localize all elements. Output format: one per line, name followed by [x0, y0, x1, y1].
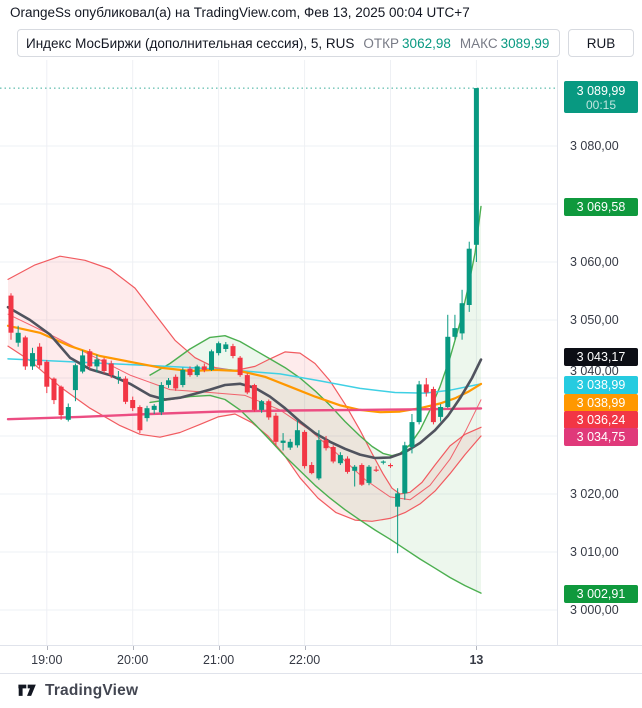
- price-axis[interactable]: 3 080,00 3 060,00 3 050,00 3 040,00 3 020,00…: [557, 60, 642, 645]
- tradingview-brand[interactable]: TradingView: [45, 681, 139, 699]
- current-price-value: 3 089,99: [576, 84, 626, 98]
- time-axis-label: 20:00: [117, 653, 149, 667]
- ohlc-field-value: 3062,98: [402, 35, 451, 51]
- time-axis-tick: [132, 646, 134, 650]
- time-axis-label: 22:00: [288, 653, 321, 667]
- indicator-price-badge: 3 069,58: [564, 198, 638, 216]
- time-axis-tick: [218, 646, 220, 650]
- price-axis-label: 3 010,00: [570, 545, 619, 559]
- chart-pane[interactable]: [0, 60, 557, 645]
- candlestick-chart: [0, 60, 557, 645]
- ohlc-field-label: МИН...: [558, 36, 559, 51]
- time-axis-tick: [304, 646, 306, 650]
- time-axis-label: 13: [469, 653, 484, 667]
- symbol-title: Индекс МосБиржи (дополнительная сессия),…: [26, 35, 355, 51]
- tradingview-logo-icon: [18, 684, 36, 696]
- ohlc-field-value: 3089,99: [500, 35, 550, 51]
- ohlc-field-label: МАКС: [459, 35, 498, 51]
- price-axis-label: 3 080,00: [570, 139, 619, 153]
- indicator-price-badge: 3 043,17: [564, 348, 638, 366]
- price-axis-label: 3 050,00: [570, 313, 619, 327]
- symbol-legend[interactable]: Индекс МосБиржи (дополнительная сессия),…: [17, 29, 560, 57]
- ohlc-field-label: ОТКР: [363, 35, 400, 51]
- indicator-price-badge: 3 034,75: [564, 427, 638, 446]
- indicator-price-badge: 3 036,24: [564, 410, 638, 429]
- indicator-price-badge: 3 002,91: [564, 585, 638, 603]
- indicator-price-badge: 3 038,99: [564, 393, 638, 412]
- current-price-badge: 3 089,99 00:15: [564, 81, 638, 113]
- currency-button[interactable]: RUB: [568, 29, 634, 57]
- price-axis-label: 3 060,00: [570, 255, 619, 269]
- footer: TradingView: [17, 681, 138, 700]
- price-axis-label: 3 040,00: [570, 364, 619, 378]
- snapshot-byline: OrangeSs опубликовал(а) на TradingView.c…: [10, 5, 470, 20]
- time-axis-tick: [46, 646, 48, 650]
- bar-countdown: 00:15: [585, 98, 617, 112]
- price-axis-label: 3 020,00: [570, 487, 619, 501]
- time-axis[interactable]: 19:00 20:00 21:00 22:00 13: [0, 645, 642, 674]
- time-axis-tick: [476, 646, 478, 650]
- time-axis-label: 19:00: [31, 653, 63, 667]
- indicator-price-badge: 3 038,99: [564, 376, 638, 394]
- price-axis-label: 3 000,00: [570, 603, 619, 617]
- time-axis-label: 21:00: [202, 653, 235, 667]
